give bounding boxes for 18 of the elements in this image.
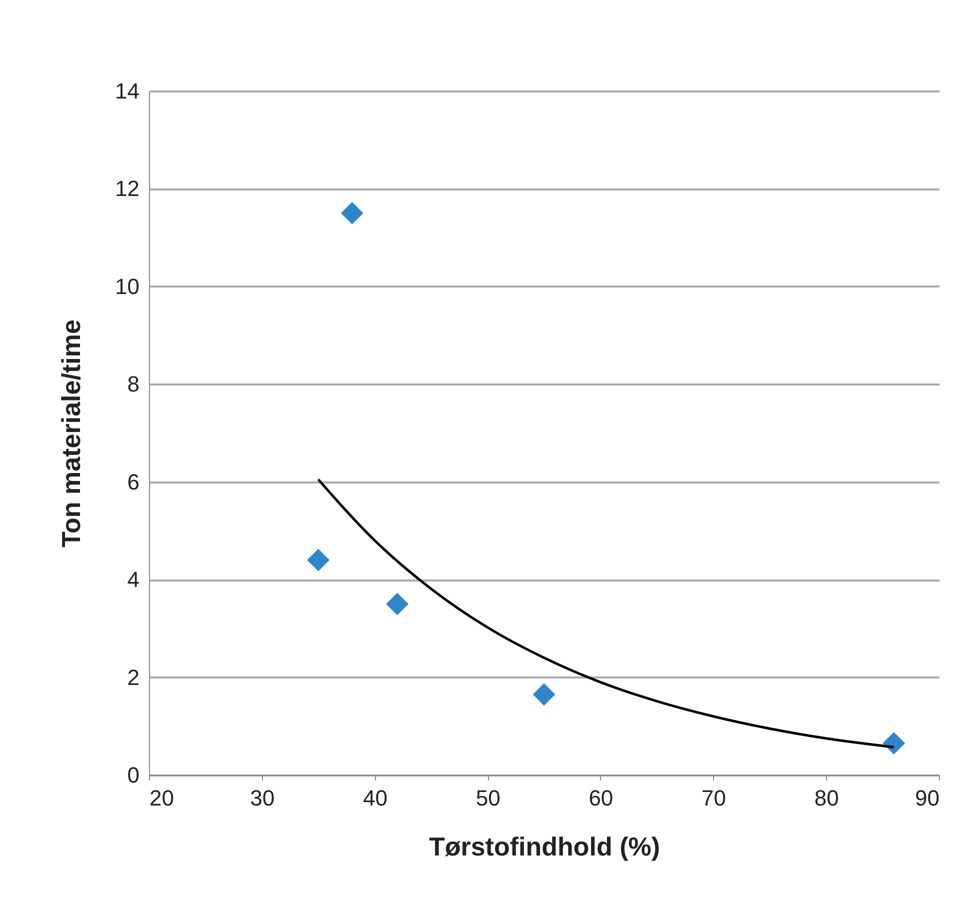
y-tick-label: 2	[127, 664, 140, 690]
x-tick-label: 40	[362, 786, 388, 810]
x-axis-title: Tørstofindhold (%)	[428, 832, 660, 862]
x-tick-label: 70	[702, 786, 726, 810]
y-tick-label: 6	[127, 469, 140, 494]
y-tick-label: 0	[127, 762, 140, 788]
x-tick-label: 80	[814, 786, 839, 810]
y-tick-label: 8	[127, 372, 140, 397]
x-tick-label: 20	[150, 786, 174, 810]
y-tick-label: 12	[115, 176, 140, 202]
x-tick-label: 30	[250, 786, 275, 810]
x-tick-label: 90	[915, 786, 940, 810]
x-tick-label: 60	[588, 786, 614, 810]
y-axis-title: Ton materiale/time	[56, 320, 86, 548]
y-tick-label: 14	[115, 78, 140, 104]
y-tick-label: 10	[115, 274, 140, 299]
x-tick-label: 50	[476, 786, 500, 810]
y-tick-label: 4	[127, 567, 140, 592]
